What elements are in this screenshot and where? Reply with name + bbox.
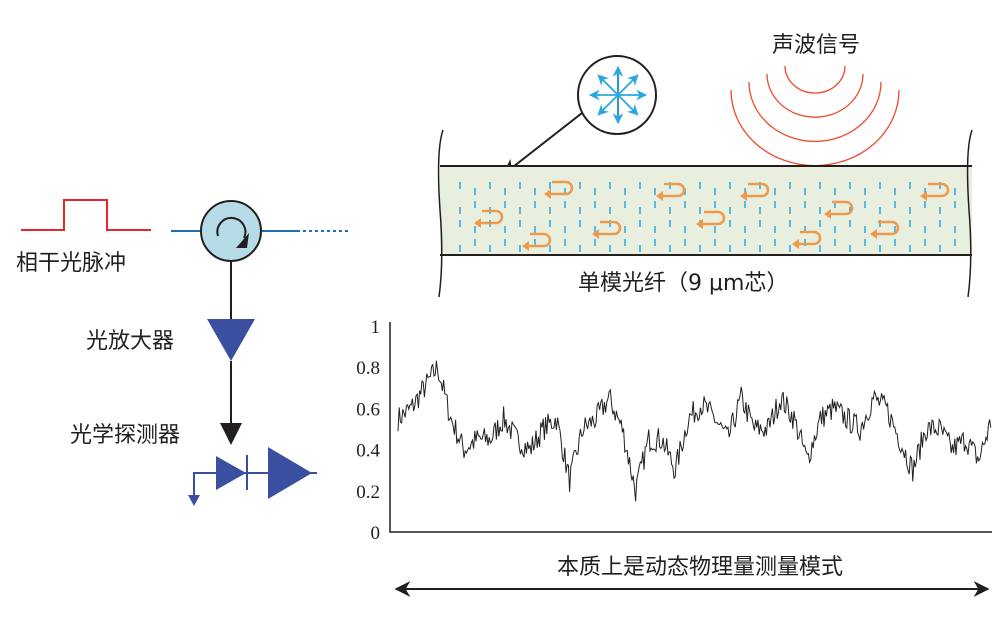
down-arrow-icon [220, 423, 242, 445]
y-tick-label: 0 [371, 523, 381, 544]
acoustic-signal-label: 声波信号 [772, 33, 860, 58]
scatter-ray [617, 74, 639, 96]
measurement-mode-label: 本质上是动态物理量测量模式 [557, 555, 843, 580]
magnifier-pointer-arrow [502, 112, 583, 175]
acoustic-wave-icon [730, 65, 900, 167]
wave-arc [766, 73, 864, 118]
signal-plot: 0 0.2 0.4 0.6 0.8 1 [356, 317, 992, 544]
pulse-waveform [21, 199, 151, 231]
amplifier-label: 光放大器 [86, 329, 174, 354]
backscatter-arrow-icon [870, 220, 900, 239]
rayleigh-scatter-magnifier-icon [577, 55, 657, 135]
optical-amplifier-icon [207, 319, 255, 361]
y-tick-label: 0.6 [356, 399, 380, 420]
backscatter-arrow-icon [474, 209, 504, 228]
circulator-icon [200, 200, 262, 262]
y-tick-label: 0.2 [356, 482, 380, 503]
wave-arc [748, 81, 882, 142]
wave-arc [730, 89, 900, 167]
photodetector-icon [188, 447, 317, 506]
scatter-ray [617, 94, 639, 116]
backscatter-arrow-icon [544, 180, 574, 199]
backscatter-arrow-icon [824, 200, 854, 219]
wave-arc [784, 65, 846, 94]
detector-label: 光学探测器 [70, 423, 180, 448]
backscatter-arrow-icon [592, 220, 622, 239]
backscatter-arrow-icon [656, 182, 686, 201]
backscatter-arrow-icon [792, 230, 822, 249]
single-mode-fiber [437, 129, 973, 298]
pulse-label: 相干光脉冲 [16, 251, 126, 276]
backscatter-arrow-icon [522, 232, 552, 251]
plot-axes [389, 322, 992, 533]
y-tick-label: 1 [371, 317, 381, 338]
signal-trace [397, 360, 992, 502]
backscatter-arrow-icon [696, 210, 726, 229]
backscatter-arrow-icon [740, 182, 770, 201]
scatter-ray [597, 74, 619, 96]
y-tick-label: 0.8 [356, 358, 380, 379]
scatter-ray [597, 94, 619, 116]
y-tick-label: 0.4 [356, 441, 380, 462]
fiber-label: 单模光纤（9 μm芯） [578, 271, 788, 296]
backscatter-arrow-icon [920, 182, 950, 201]
